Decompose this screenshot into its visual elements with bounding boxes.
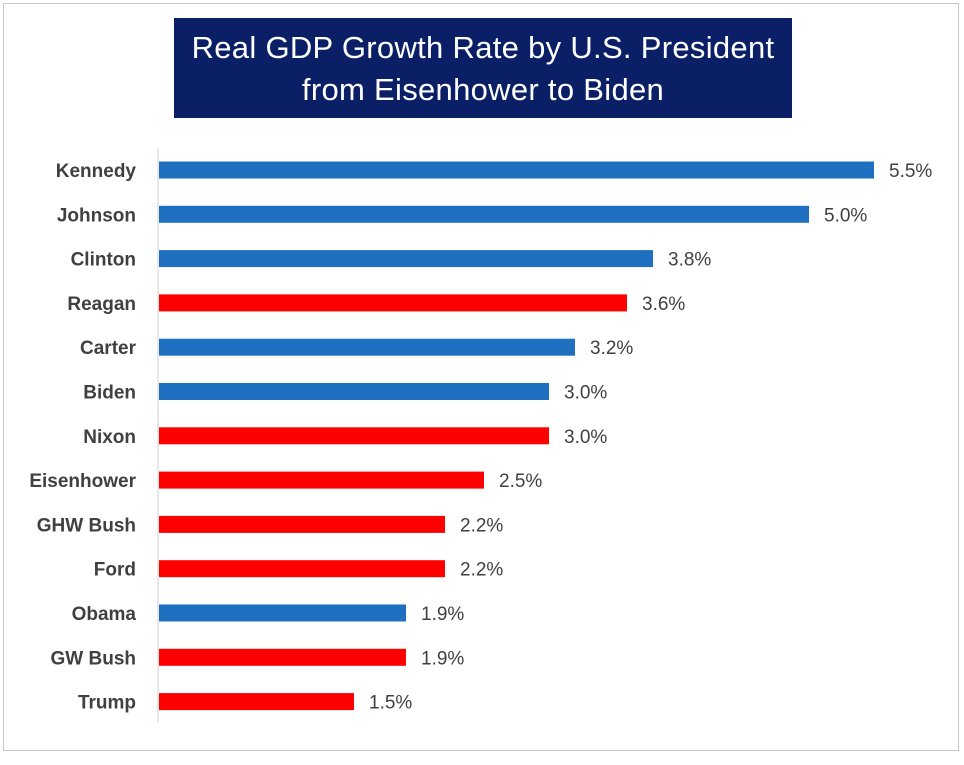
category-label: Obama bbox=[72, 604, 137, 625]
value-label: 2.2% bbox=[460, 560, 503, 581]
chart-title-line-1: Real GDP Growth Rate by U.S. President bbox=[191, 30, 775, 65]
bar-eisenhower bbox=[159, 471, 484, 489]
category-label: GHW Bush bbox=[37, 515, 136, 536]
category-label: Eisenhower bbox=[29, 471, 136, 492]
category-label: Trump bbox=[78, 693, 136, 714]
chart-title-box: Real GDP Growth Rate by U.S. President f… bbox=[174, 18, 792, 118]
bar-nixon bbox=[159, 427, 549, 445]
bar-trump bbox=[159, 693, 354, 711]
value-label: 3.8% bbox=[668, 250, 711, 271]
category-label: Johnson bbox=[57, 205, 136, 226]
chart-title-line-2: from Eisenhower to Biden bbox=[301, 72, 665, 107]
value-label: 3.6% bbox=[642, 294, 685, 315]
value-label: 3.0% bbox=[564, 383, 607, 404]
value-label: 1.9% bbox=[421, 648, 464, 669]
bars-group: Kennedy 5.5% Johnson 5.0% Clinton 3.8% Reagan 3… bbox=[29, 161, 932, 714]
chart-frame bbox=[3, 3, 959, 751]
value-label: 3.0% bbox=[564, 427, 607, 448]
category-label: Biden bbox=[83, 383, 136, 404]
value-label: 3.2% bbox=[590, 338, 633, 359]
bar-kennedy bbox=[159, 161, 874, 179]
value-label: 5.5% bbox=[889, 161, 932, 182]
category-label: Clinton bbox=[71, 250, 136, 271]
category-label: Nixon bbox=[83, 427, 136, 448]
value-label: 2.2% bbox=[460, 515, 503, 536]
category-label: Carter bbox=[80, 338, 137, 359]
bar-ghw-bush bbox=[159, 515, 445, 533]
value-label: 5.0% bbox=[824, 205, 867, 226]
value-label: 1.5% bbox=[369, 693, 412, 714]
bar-gw-bush bbox=[159, 648, 406, 666]
bar-clinton bbox=[159, 250, 653, 268]
bar-johnson bbox=[159, 205, 809, 223]
category-label: Ford bbox=[94, 560, 136, 581]
value-label: 1.9% bbox=[421, 604, 464, 625]
bar-carter bbox=[159, 338, 575, 356]
bar-ford bbox=[159, 560, 445, 578]
bar-reagan bbox=[159, 294, 627, 312]
bar-biden bbox=[159, 383, 549, 400]
bar-obama bbox=[159, 604, 406, 622]
category-label: Kennedy bbox=[56, 161, 137, 182]
value-label: 2.5% bbox=[499, 471, 542, 492]
category-label: Reagan bbox=[67, 294, 136, 315]
category-label: GW Bush bbox=[51, 648, 137, 669]
